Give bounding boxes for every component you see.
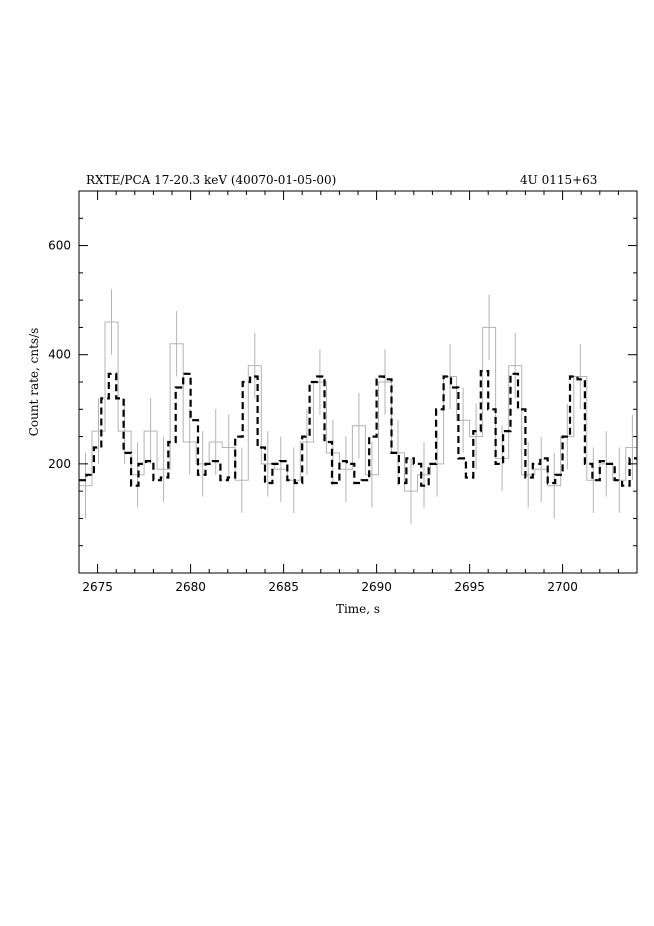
chart-title: RXTE/PCA 17-20.3 keV (40070-01-05-00) — [86, 173, 336, 187]
x-tick-label: 2685 — [268, 580, 299, 594]
x-tick-label: 2680 — [175, 580, 206, 594]
source-name: 4U 0115+63 — [520, 173, 597, 187]
y-tick-label: 200 — [48, 457, 71, 471]
x-tick-label: 2700 — [547, 580, 578, 594]
plot-area — [79, 289, 637, 524]
x-axis-label: Time, s — [336, 602, 380, 616]
data-series-line — [79, 321, 637, 492]
x-tick-label: 2675 — [82, 580, 113, 594]
x-tick-label: 2690 — [361, 580, 392, 594]
model-series-line — [79, 370, 637, 487]
axis-ticks: 2675 2680 2685 2690 2695 2700 200 400 600 — [48, 191, 638, 594]
y-axis-label: Count rate, cnts/s — [27, 328, 41, 437]
y-tick-label: 600 — [48, 239, 71, 253]
y-tick-label: 400 — [48, 348, 71, 362]
x-tick-label: 2695 — [454, 580, 485, 594]
